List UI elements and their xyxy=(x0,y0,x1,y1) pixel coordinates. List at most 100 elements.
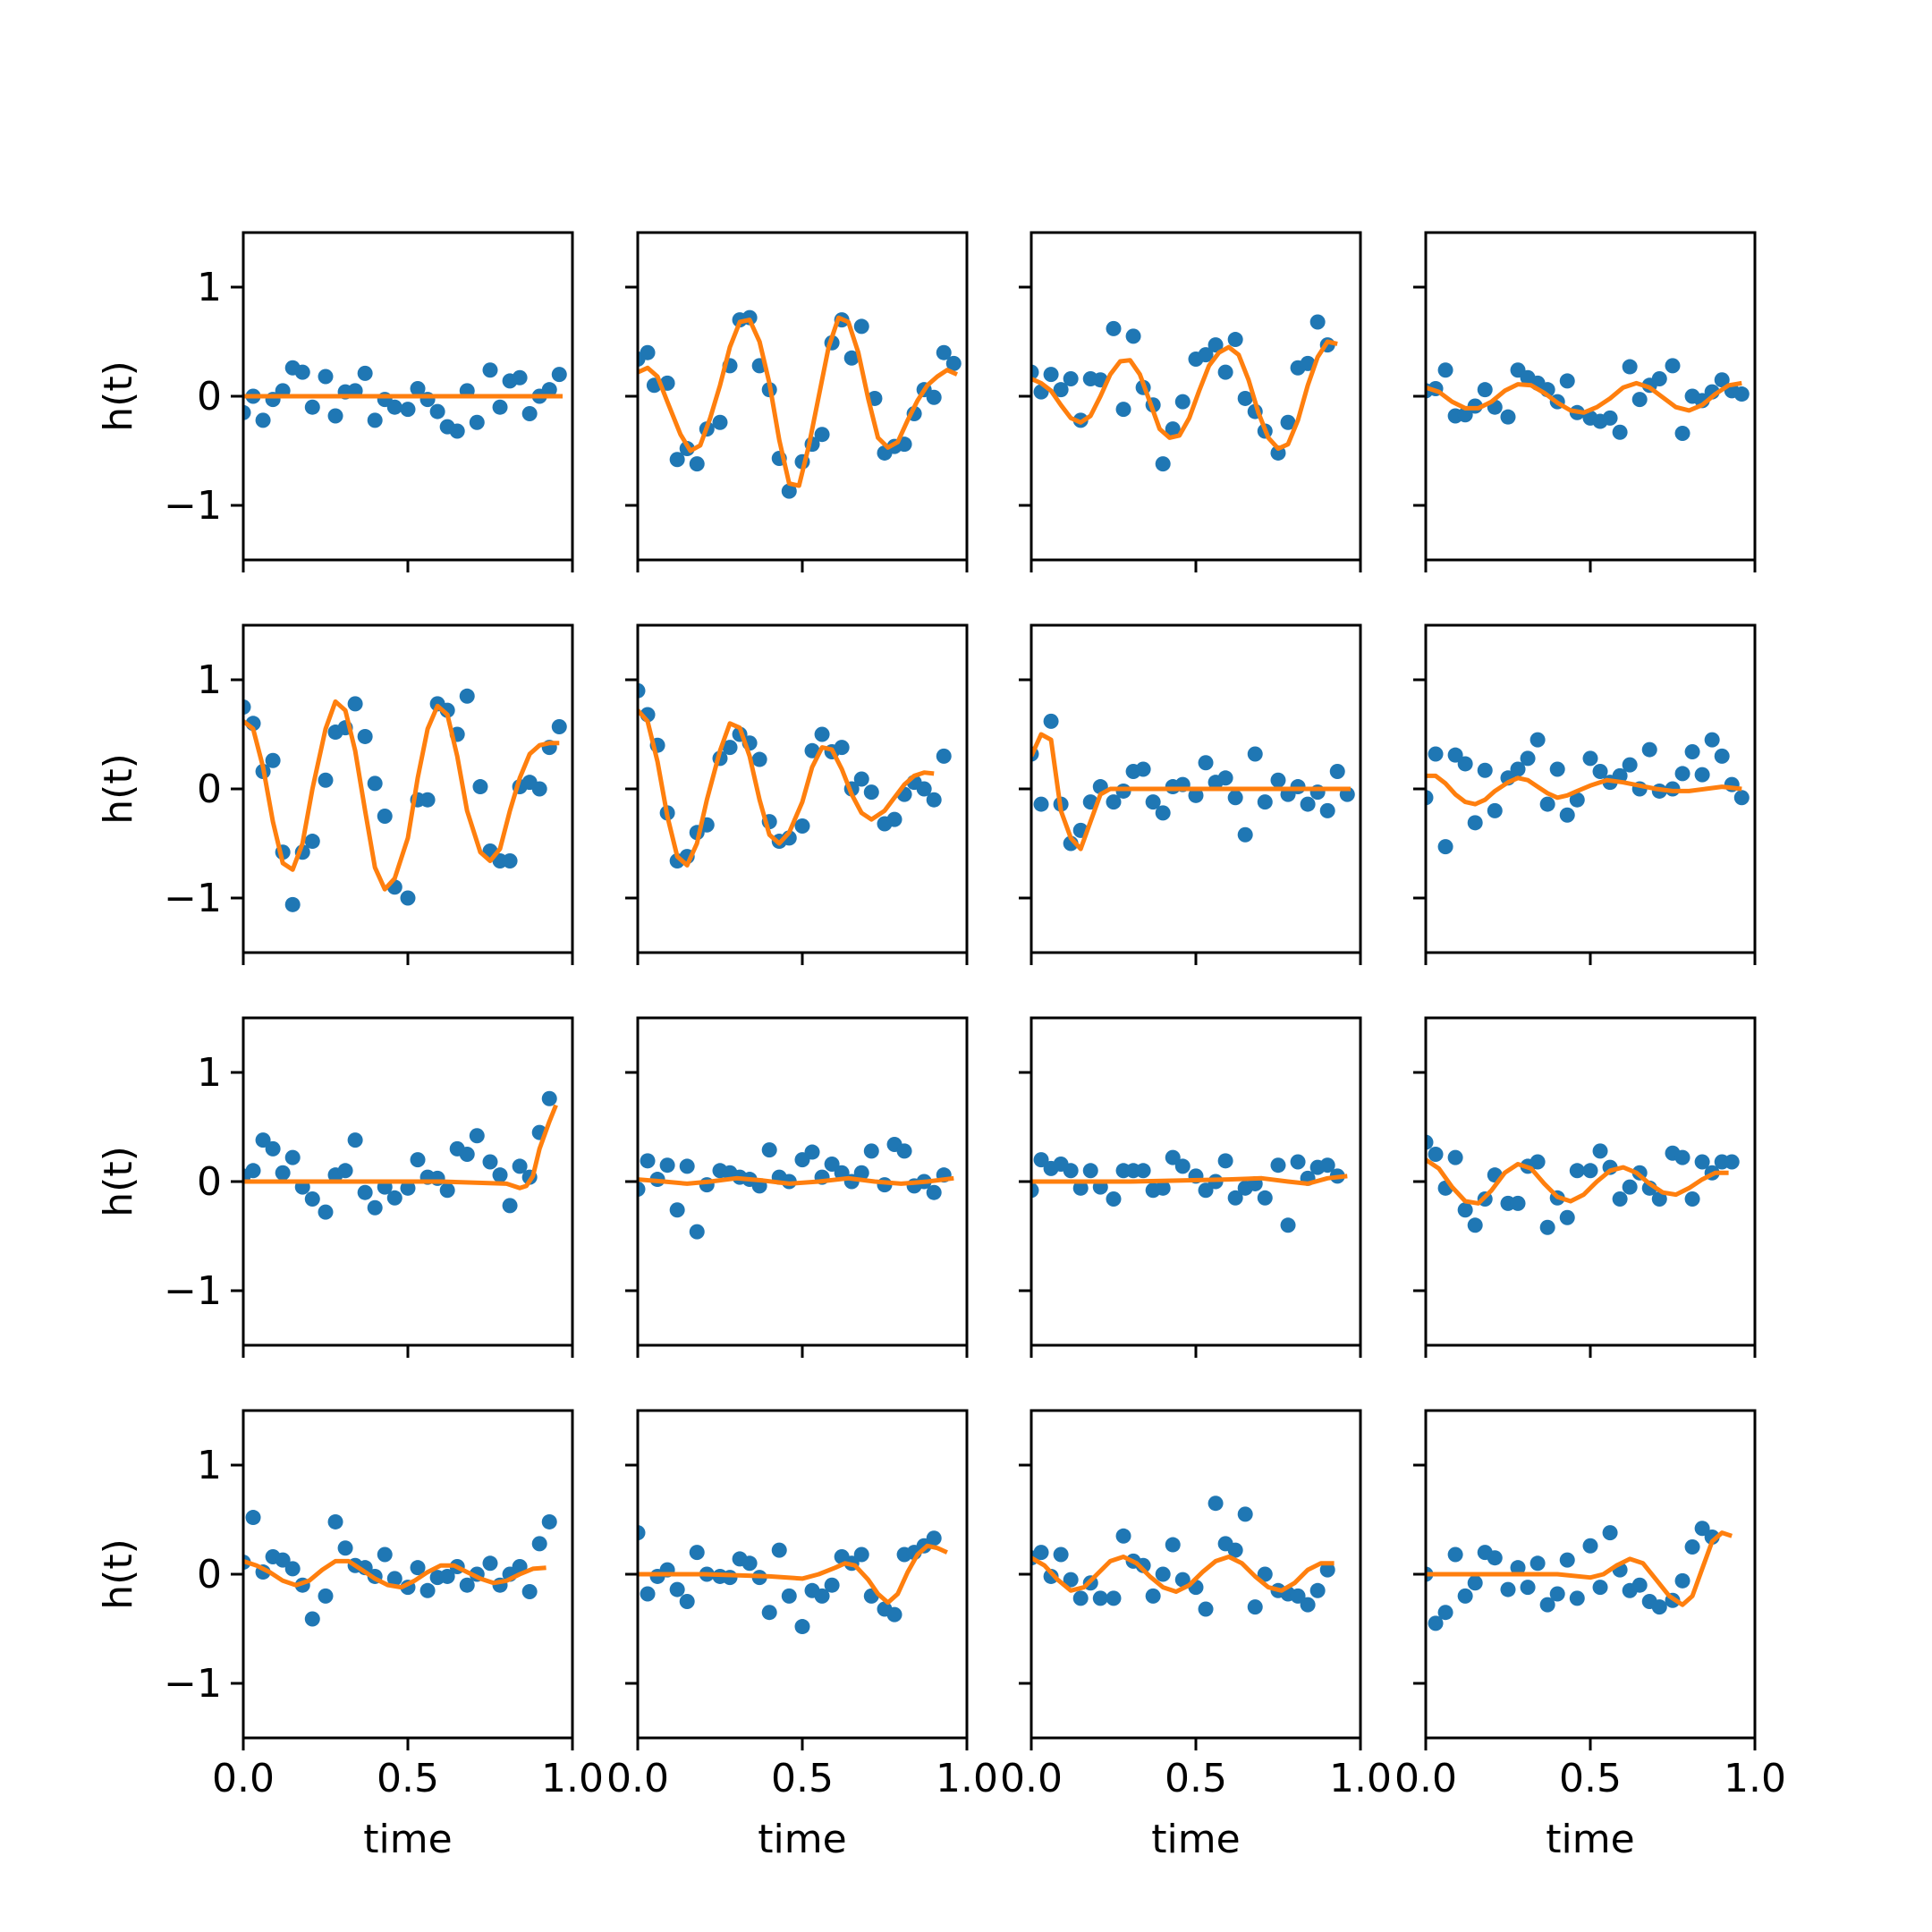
data-point xyxy=(722,1570,738,1586)
data-point xyxy=(1631,392,1648,408)
data-point xyxy=(304,1611,320,1627)
data-point xyxy=(419,1582,436,1598)
data-point xyxy=(1437,1605,1453,1621)
data-point xyxy=(1674,766,1690,782)
data-point xyxy=(377,809,393,824)
data-point xyxy=(1582,750,1598,767)
y-axis-title: h(t) xyxy=(96,1538,141,1609)
data-point xyxy=(1641,741,1657,758)
data-point xyxy=(1622,1179,1638,1195)
subplot-2-1: −1 0 1 h(t) xyxy=(96,623,574,965)
data-point xyxy=(1733,790,1750,806)
data-point xyxy=(255,1132,271,1148)
x-tick-label: 1.0 xyxy=(936,1756,998,1801)
data-point xyxy=(1072,1180,1089,1196)
data-point xyxy=(551,718,567,734)
data-point xyxy=(722,740,738,756)
data-point xyxy=(669,1202,685,1218)
data-point xyxy=(1467,815,1483,831)
fit-line xyxy=(1426,1530,1733,1607)
data-point xyxy=(1063,1163,1079,1179)
data-point xyxy=(1155,1566,1171,1582)
data-point xyxy=(1043,367,1059,383)
data-point xyxy=(1665,358,1681,374)
data-point xyxy=(853,318,869,335)
data-point xyxy=(1602,1525,1618,1541)
data-point xyxy=(1559,807,1575,823)
y-tick-label: 0 xyxy=(197,374,222,419)
data-point xyxy=(1063,370,1079,386)
data-point xyxy=(1031,364,1039,380)
data-point xyxy=(1477,382,1493,398)
data-point xyxy=(1280,1217,1296,1233)
data-layer xyxy=(1031,713,1355,852)
data-point xyxy=(1198,755,1214,771)
y-tick-label: 1 xyxy=(197,657,222,703)
data-point xyxy=(1033,1545,1049,1561)
data-point xyxy=(531,781,547,797)
data-point xyxy=(439,1568,455,1584)
data-point xyxy=(512,1158,528,1174)
data-point xyxy=(1559,1552,1575,1568)
data-point xyxy=(1031,1182,1039,1199)
data-point xyxy=(1500,1581,1516,1597)
data-point xyxy=(679,1158,695,1174)
data-point xyxy=(689,456,705,472)
data-point xyxy=(1733,386,1750,402)
x-tick-label: 1.0 xyxy=(1724,1756,1786,1801)
data-point xyxy=(327,408,343,424)
data-point xyxy=(1165,421,1181,437)
data-point xyxy=(669,452,685,468)
x-tick-label: 1.0 xyxy=(1329,1756,1392,1801)
data-point xyxy=(521,406,538,422)
data-point xyxy=(1174,1158,1191,1174)
data-point xyxy=(1651,1599,1667,1615)
data-point xyxy=(640,1153,656,1169)
data-point xyxy=(794,1619,810,1635)
data-point xyxy=(1428,1147,1444,1162)
data-point xyxy=(459,1577,475,1593)
data-point xyxy=(294,364,310,380)
data-point xyxy=(945,355,962,371)
y-tick-label: 1 xyxy=(197,1443,222,1488)
data-point xyxy=(761,1605,777,1621)
data-point xyxy=(761,1142,777,1158)
subplot-4-3: 0.0 0.5 1.0 time xyxy=(1000,1409,1392,1862)
subplot-1-1: −1 0 1 h(t) xyxy=(96,231,574,572)
data-point xyxy=(814,427,830,443)
data-layer xyxy=(638,309,962,499)
data-point xyxy=(512,369,528,386)
data-point xyxy=(712,414,728,430)
data-point xyxy=(1428,1615,1444,1631)
data-point xyxy=(638,1525,646,1541)
data-point xyxy=(1290,1154,1306,1170)
data-point xyxy=(1622,757,1638,773)
data-point xyxy=(245,1163,261,1179)
data-point xyxy=(482,1154,498,1170)
data-point xyxy=(318,1204,334,1220)
data-point xyxy=(794,818,810,834)
x-tick-label: 1.0 xyxy=(541,1756,604,1801)
data-point xyxy=(1559,1209,1575,1225)
data-point xyxy=(863,784,879,801)
data-point xyxy=(781,1588,797,1604)
data-point xyxy=(1530,732,1546,748)
x-tick-label: 0.5 xyxy=(1165,1756,1227,1801)
data-point xyxy=(502,1198,518,1214)
data-point xyxy=(1082,1163,1098,1179)
data-point xyxy=(1582,1538,1598,1554)
data-point xyxy=(243,699,251,715)
data-point xyxy=(318,772,334,788)
data-point xyxy=(367,1199,383,1216)
data-point xyxy=(1290,1588,1306,1604)
data-point xyxy=(1280,414,1296,430)
data-point xyxy=(824,1577,840,1593)
data-point xyxy=(824,1156,840,1172)
data-point xyxy=(1115,402,1131,418)
data-point xyxy=(275,1552,291,1568)
data-point xyxy=(386,1571,402,1587)
data-point xyxy=(347,1132,363,1148)
data-layer xyxy=(243,1510,557,1627)
data-point xyxy=(1270,1157,1286,1174)
data-point xyxy=(1694,1521,1710,1537)
